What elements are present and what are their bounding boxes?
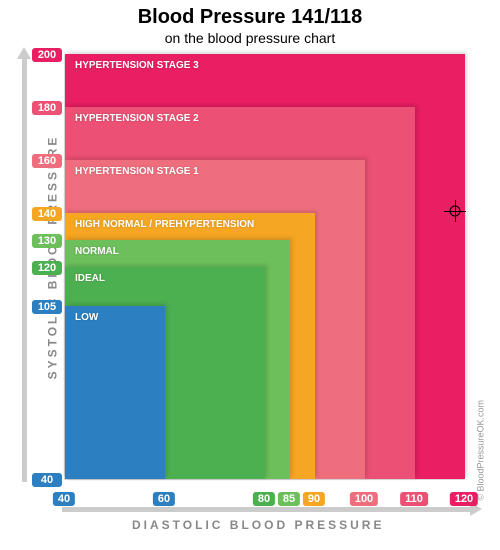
title-block: Blood Pressure 141/118 on the blood pres… bbox=[12, 6, 488, 46]
x-tick: 90 bbox=[303, 492, 325, 506]
x-tick: 60 bbox=[153, 492, 175, 506]
bp-band-label: NORMAL bbox=[65, 240, 119, 257]
bp-band-label: IDEAL bbox=[65, 267, 105, 284]
bp-band-label: HYPERTENSION STAGE 2 bbox=[65, 107, 199, 124]
bp-band-label: LOW bbox=[65, 306, 98, 323]
y-tick: 160 bbox=[32, 154, 62, 168]
x-tick: 120 bbox=[450, 492, 478, 506]
y-tick: 40 bbox=[32, 473, 62, 487]
bp-band-label: HIGH NORMAL / PREHYPERTENSION bbox=[65, 213, 254, 230]
y-tick: 200 bbox=[32, 48, 62, 62]
x-tick: 85 bbox=[278, 492, 300, 506]
y-axis-label: SYSTOLIC BLOOD PRESSURE bbox=[45, 135, 59, 380]
bp-band: LOW bbox=[65, 306, 165, 479]
y-tick: 180 bbox=[32, 101, 62, 115]
chart-title: Blood Pressure 141/118 bbox=[12, 6, 488, 29]
bp-band-label: HYPERTENSION STAGE 3 bbox=[65, 54, 199, 71]
x-tick: 80 bbox=[253, 492, 275, 506]
x-tick: 40 bbox=[53, 492, 75, 506]
x-tick: 110 bbox=[400, 492, 428, 506]
y-tick: 120 bbox=[32, 261, 62, 275]
credit-text: © BloodPressureOK.com bbox=[476, 400, 486, 501]
x-tick: 100 bbox=[350, 492, 378, 506]
chart-container: Blood Pressure 141/118 on the blood pres… bbox=[0, 0, 500, 536]
x-axis-label: DIASTOLIC BLOOD PRESSURE bbox=[132, 518, 384, 532]
bp-band-label: HYPERTENSION STAGE 1 bbox=[65, 160, 199, 177]
y-tick: 140 bbox=[32, 207, 62, 221]
x-axis-arrow bbox=[62, 507, 472, 512]
y-axis-arrow bbox=[22, 57, 27, 482]
y-tick: 130 bbox=[32, 234, 62, 248]
chart-subtitle: on the blood pressure chart bbox=[12, 30, 488, 46]
chart-area: SYSTOLIC BLOOD PRESSURE DIASTOLIC BLOOD … bbox=[12, 50, 482, 530]
plot-area: HYPERTENSION STAGE 3 HYPERTENSION STAGE 2… bbox=[64, 55, 464, 480]
reading-marker bbox=[444, 200, 466, 222]
y-tick: 105 bbox=[32, 300, 62, 314]
